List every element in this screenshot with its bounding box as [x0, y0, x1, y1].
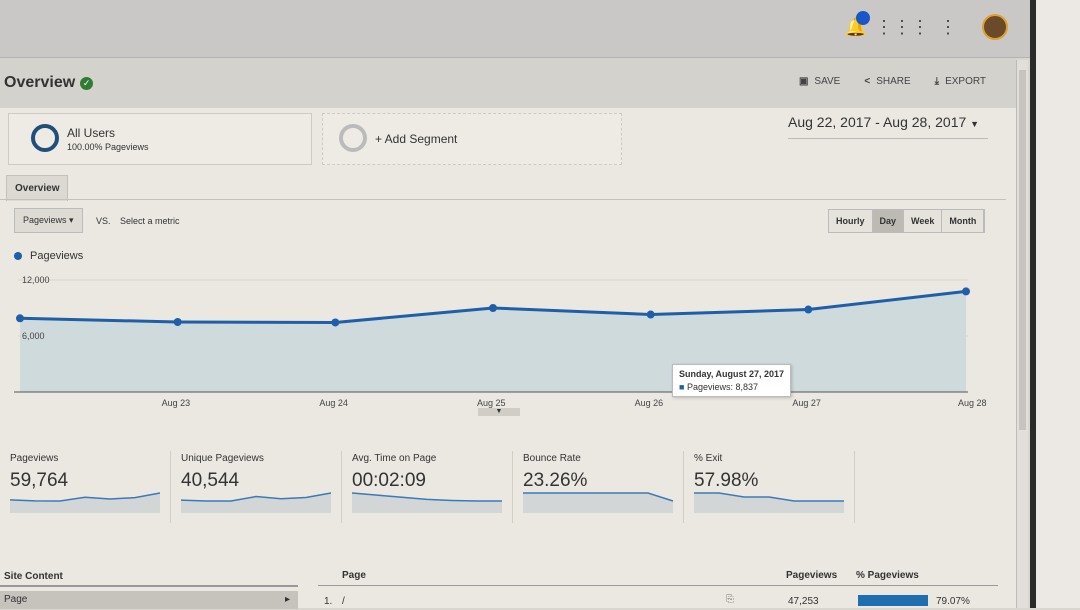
sparkline — [523, 492, 674, 513]
x-tick-label: Aug 24 — [319, 398, 348, 408]
table-header: Page Pageviews % Pageviews — [318, 570, 998, 586]
y-tick-label: 6,000 — [22, 331, 45, 341]
sparkline — [694, 492, 844, 513]
data-point[interactable] — [331, 318, 340, 327]
save-icon: ▣ — [798, 76, 809, 87]
legend-dot-icon — [14, 252, 22, 260]
x-tick-label: Aug 26 — [635, 398, 664, 408]
vs-label: VS. — [96, 216, 111, 226]
data-point[interactable] — [804, 305, 813, 314]
metric-card[interactable]: Bounce Rate 23.26% — [513, 451, 684, 523]
data-point[interactable] — [173, 318, 182, 326]
y-tick-label: 12,000 — [22, 275, 50, 285]
x-tick-label: Aug 28 — [958, 398, 987, 408]
x-tick-label: Aug 23 — [162, 398, 191, 408]
share-button[interactable]: < SHARE — [864, 76, 911, 87]
main-content: Overview ✓ ▣ SAVE < SHARE ⤓ EXPORT All Users… — [0, 58, 1016, 609]
data-point[interactable] — [962, 287, 970, 296]
hourly-button[interactable]: Hourly — [829, 210, 873, 232]
open-link-icon[interactable]: ⎘ — [726, 594, 734, 605]
save-button[interactable]: ▣ SAVE — [798, 76, 841, 87]
metric-card[interactable]: % Exit 57.98% — [684, 451, 855, 523]
metric-card[interactable]: Avg. Time on Page 00:02:09 — [342, 451, 513, 523]
chart-legend: Pageviews — [14, 250, 83, 262]
metric-value: 57.98% — [694, 470, 759, 491]
expand-chart-handle[interactable]: ▼ — [478, 408, 520, 416]
metric-label: Avg. Time on Page — [352, 453, 437, 464]
data-point[interactable] — [646, 310, 655, 319]
top-bar: 🔔 ⋮⋮⋮ ⋮ — [0, 0, 1030, 58]
x-tick-label: Aug 25 — [477, 398, 506, 408]
chart-tooltip: Sunday, August 27, 2017 ■ Pageviews: 8,83… — [672, 364, 792, 397]
page-link[interactable]: / — [342, 596, 345, 607]
sparkline — [181, 492, 332, 513]
data-point[interactable] — [16, 314, 24, 323]
x-tick-label: Aug 27 — [792, 398, 821, 408]
notifications-icon[interactable]: 🔔 — [844, 11, 870, 39]
metric-label: Bounce Rate — [523, 453, 581, 464]
metric-value: 59,764 — [10, 470, 69, 491]
day-button[interactable]: Day — [872, 210, 905, 232]
chevron-down-icon: ▼ — [970, 119, 980, 129]
metric-card[interactable]: Unique Pageviews 40,544 — [171, 451, 342, 523]
month-button[interactable]: Month — [942, 210, 985, 232]
apps-grid-icon[interactable]: ⋮⋮⋮ — [875, 16, 929, 37]
metric-label: % Exit — [694, 453, 723, 464]
metric-value: 40,544 — [181, 470, 240, 491]
metric-label: Pageviews — [10, 453, 59, 464]
metric-select[interactable]: Pageviews ▾ — [14, 208, 83, 233]
data-point[interactable] — [489, 304, 497, 312]
export-button[interactable]: ⤓ EXPORT — [934, 76, 986, 87]
sparkline — [352, 492, 502, 513]
tab-overview[interactable]: Overview — [6, 175, 69, 201]
add-segment-button[interactable]: + Add Segment — [322, 113, 622, 165]
site-content-page-item[interactable]: Page ▸ — [0, 591, 298, 609]
pageviews-chart: 12,000 6,000 Aug 23 Aug 24 Aug 25 Aug 26 Aug 2… — [14, 275, 987, 408]
percent-bar — [858, 595, 928, 606]
more-vert-icon[interactable]: ⋮ — [939, 16, 957, 37]
metric-value: 00:02:09 — [352, 470, 426, 491]
segment-ring-icon — [31, 124, 59, 152]
metric-value: 23.26% — [523, 470, 588, 491]
export-icon: ⤓ — [934, 76, 940, 87]
segment-ring-icon — [339, 124, 367, 152]
sparkline — [10, 492, 161, 513]
metric-label: Unique Pageviews — [181, 453, 264, 464]
verified-check-icon: ✓ — [80, 76, 94, 90]
table-row: 1. / ⎘ 47,253 79.07% — [324, 594, 970, 607]
monitor-bezel — [1030, 0, 1080, 608]
share-icon: < — [864, 76, 871, 87]
scrollbar[interactable] — [1016, 60, 1028, 608]
segment-all-users[interactable]: All Users 100.00% Pageviews — [8, 113, 312, 165]
chevron-right-icon: ▸ — [284, 594, 290, 605]
date-range-picker[interactable]: Aug 22, 2017 - Aug 28, 2017 ▼ — [788, 114, 988, 139]
metric-card[interactable]: Pageviews 59,764 — [0, 451, 171, 523]
page-title: Overview — [4, 74, 76, 91]
granularity-toggle: Hourly Day Week Month — [828, 209, 986, 233]
week-button[interactable]: Week — [904, 210, 943, 232]
select-metric-link[interactable]: Select a metric — [120, 216, 180, 226]
avatar[interactable] — [982, 14, 1008, 40]
site-content-heading: Site Content — [0, 571, 298, 587]
